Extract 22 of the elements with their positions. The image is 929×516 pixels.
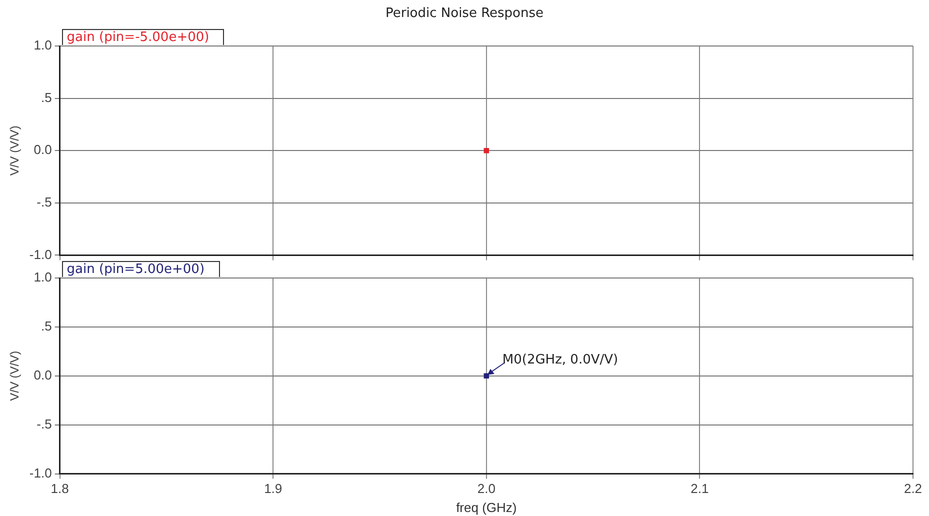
x-axis-title: freq (GHz) xyxy=(456,500,517,515)
y-tick-label: -1.0 xyxy=(29,246,52,262)
y-tick-label: 1.0 xyxy=(34,38,52,53)
annotation: M0(2GHz, 0.0V/V) xyxy=(502,352,618,368)
y-tick-label: 0.0 xyxy=(34,142,52,158)
x-tick-label: 2.1 xyxy=(690,481,709,496)
y-tick-label: 0.0 xyxy=(34,367,52,382)
y-axis-title: V/V (V/V) xyxy=(8,350,22,401)
x-tick-label: 2.0 xyxy=(477,481,496,496)
x-tick-label: 1.9 xyxy=(264,481,282,496)
y-axis-title: V/V (V/V) xyxy=(8,126,22,176)
text: gain (pin=5.00e+00) xyxy=(66,262,205,277)
x-tick-label: 2.2 xyxy=(904,481,922,496)
x-tick-label: 1.8 xyxy=(50,481,69,496)
text: gain (pin=-5.00e+00) xyxy=(66,30,210,45)
y-tick-label: .5 xyxy=(40,90,52,105)
y-tick-label: -.5 xyxy=(36,416,52,432)
chart-title: Periodic Noise Response xyxy=(384,6,545,21)
y-tick-label: .5 xyxy=(40,318,52,334)
y-tick-label: -1.0 xyxy=(29,465,52,480)
y-tick-label: -.5 xyxy=(36,194,52,210)
y-tick-label: 1.0 xyxy=(34,270,52,285)
